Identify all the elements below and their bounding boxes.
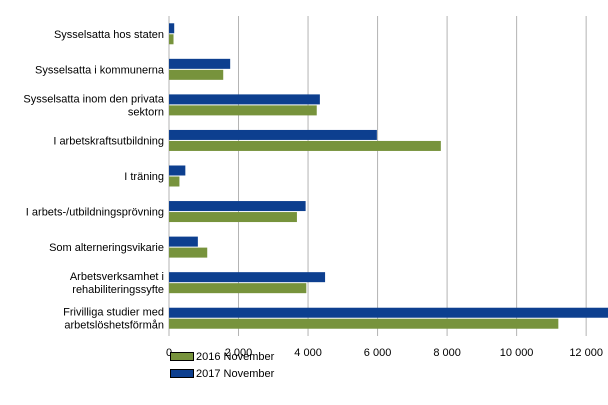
category-label: Som alterneringsvikarie bbox=[49, 242, 164, 254]
category-label: I träning bbox=[124, 171, 164, 183]
bar-2016-7 bbox=[169, 283, 307, 294]
bar-2017-8 bbox=[169, 307, 608, 318]
bar-2017-4 bbox=[169, 165, 186, 176]
category-label: Sysselsatta i kommunerna bbox=[35, 64, 165, 76]
x-tick-labels: 0 2 000 4 000 6 000 8 000 10 000 12 000 bbox=[166, 347, 603, 359]
x-tick-label: 10 000 bbox=[500, 347, 534, 359]
legend: 2016 November 2017 November bbox=[170, 348, 274, 382]
bar-2016-3 bbox=[169, 140, 441, 151]
x-tick-label: 6 000 bbox=[364, 347, 392, 359]
legend-item-2016: 2016 November bbox=[170, 348, 274, 365]
bar-2016-2 bbox=[169, 105, 317, 116]
bar-2016-6 bbox=[169, 247, 208, 258]
bar-2017-2 bbox=[169, 94, 320, 105]
legend-label-2016: 2016 November bbox=[196, 350, 275, 363]
category-label: Sysselsatta inom den privata sektorn bbox=[23, 93, 165, 118]
x-tick-label: 2 000 bbox=[225, 347, 253, 359]
bar-2016-4 bbox=[169, 176, 180, 187]
category-label: I arbetskraftsutbildning bbox=[53, 135, 164, 147]
category-label: Arbetsverksamhet i rehabiliteringssyfte bbox=[70, 271, 164, 296]
legend-swatch-2016 bbox=[170, 352, 194, 361]
bar-2017-7 bbox=[169, 272, 326, 283]
x-tick-label: 0 bbox=[166, 347, 172, 359]
bars bbox=[169, 23, 608, 329]
legend-item-2017: 2017 November bbox=[170, 365, 274, 382]
bar-2017-6 bbox=[169, 236, 198, 247]
category-label: I arbets-/utbildningsprövning bbox=[26, 207, 164, 219]
bar-2016-5 bbox=[169, 212, 297, 223]
bar-2017-5 bbox=[169, 201, 306, 212]
bar-2017-3 bbox=[169, 129, 377, 140]
bar-2016-8 bbox=[169, 318, 559, 329]
category-label: Sysselsatta hos staten bbox=[54, 29, 164, 41]
legend-swatch-2017 bbox=[170, 369, 194, 378]
x-tick-label: 4 000 bbox=[294, 347, 322, 359]
bar-2016-1 bbox=[169, 69, 224, 80]
bar-2017-0 bbox=[169, 23, 175, 34]
category-labels: Sysselsatta hos staten Sysselsatta i komm… bbox=[23, 29, 165, 332]
bar-2016-0 bbox=[169, 34, 174, 45]
bar-2017-1 bbox=[169, 58, 231, 69]
x-tick-label: 8 000 bbox=[433, 347, 461, 359]
x-tick-label: 12 000 bbox=[569, 347, 603, 359]
category-label: Frivilliga studier med arbetslöshetsförmå… bbox=[63, 307, 164, 332]
gridlines bbox=[168, 16, 587, 336]
legend-label-2017: 2017 November bbox=[196, 367, 275, 380]
